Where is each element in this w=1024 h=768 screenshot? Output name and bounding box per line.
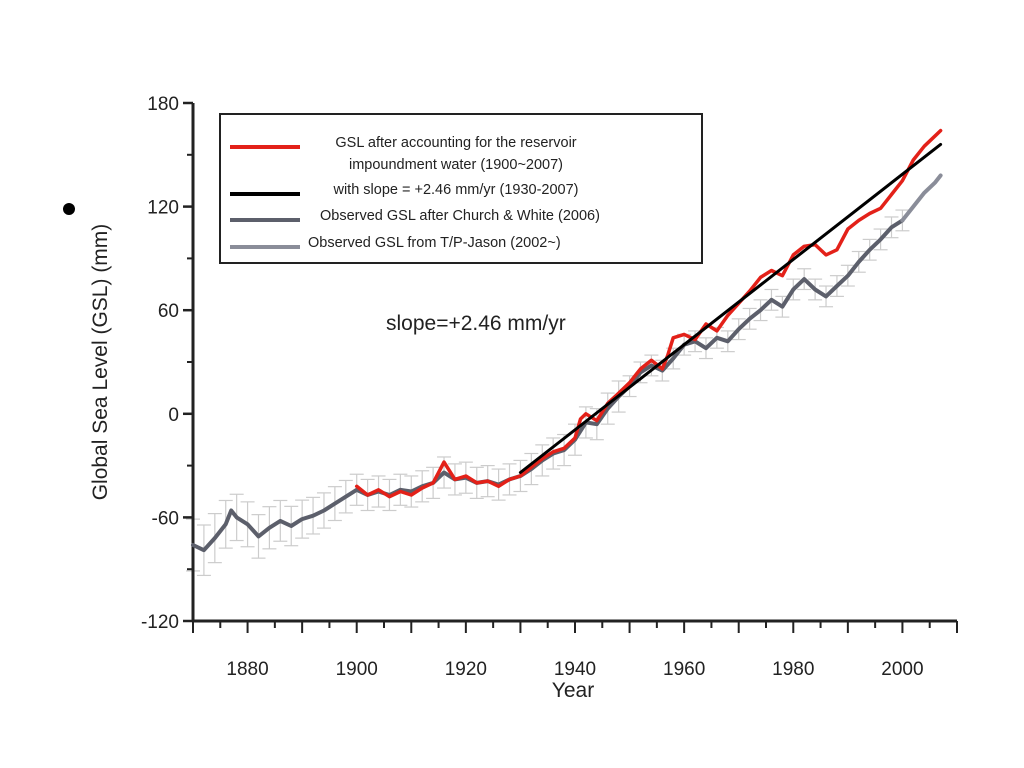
x-axis-title: Year	[552, 679, 594, 702]
y-ticks: -120 -60 0 60 120 180	[141, 94, 193, 633]
slope-annotation: slope=+2.46 mm/yr	[386, 312, 566, 335]
y-tick-label: -120	[141, 612, 179, 633]
series-layer	[191, 128, 943, 553]
y-tick-label: -60	[152, 508, 179, 529]
x-tick-label: 1980	[772, 659, 814, 680]
x-tick-label: 1880	[226, 659, 268, 680]
legend-label: Observed GSL from T/P-Jason (2002~)	[308, 235, 561, 251]
x-tick-label: 1900	[336, 659, 378, 680]
x-tick-label: 2000	[881, 659, 923, 680]
bullet-point	[63, 203, 75, 215]
x-ticks: 1880 1900 1920 1940 1960 1980 2000	[192, 621, 958, 680]
legend-label: GSL after accounting for the reservoir	[335, 135, 576, 151]
y-tick-label: 180	[147, 94, 179, 115]
legend-box	[219, 113, 703, 264]
y-tick-label: 60	[158, 301, 179, 322]
x-tick-label: 1940	[554, 659, 596, 680]
legend-label: Observed GSL after Church & White (2006)	[320, 208, 600, 224]
legend-label: impoundment water (1900~2007)	[349, 157, 563, 173]
series-line-black	[518, 142, 943, 474]
series-line-light-gray	[900, 173, 943, 223]
error-bars	[186, 209, 910, 577]
x-tick-label: 1960	[663, 659, 705, 680]
legend-label: with slope = +2.46 mm/yr (1930-2007)	[332, 182, 578, 198]
y-tick-label: 0	[168, 405, 179, 426]
series-line-red	[354, 128, 943, 499]
y-axis-title: Global Sea Level (GSL) (mm)	[89, 224, 112, 501]
y-tick-label: 120	[147, 198, 179, 219]
x-tick-label: 1920	[445, 659, 487, 680]
legend: GSL after accounting for the reservoir im…	[219, 113, 703, 264]
